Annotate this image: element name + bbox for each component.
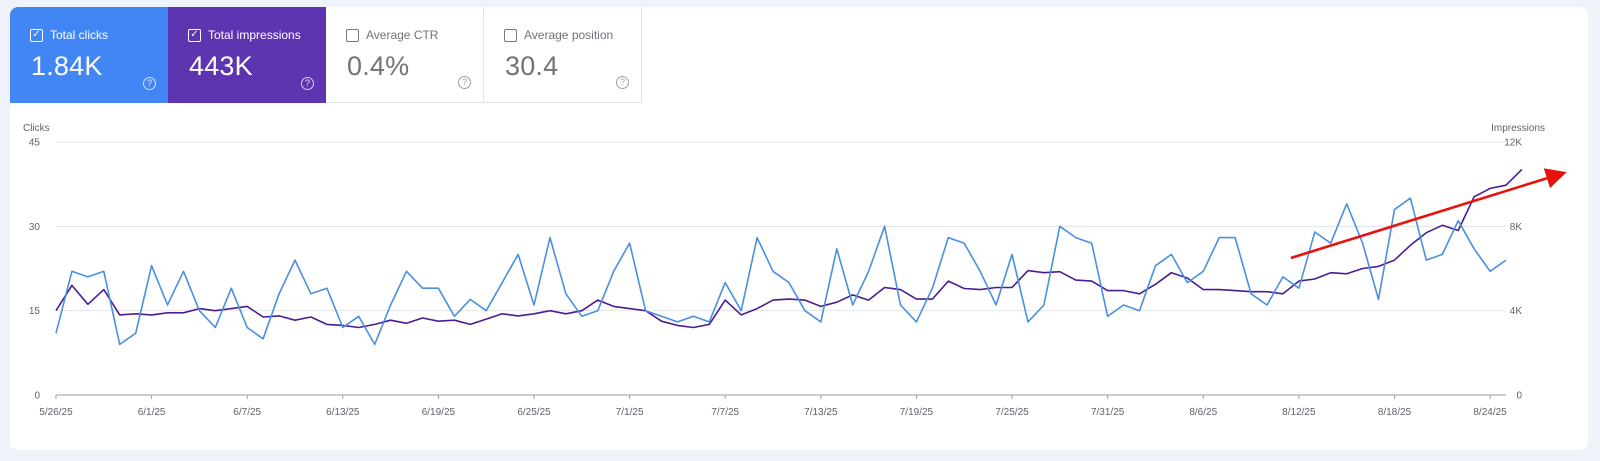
x-tick-label: 6/7/25 [233,407,261,418]
performance-panel: ✓ Total clicks 1.84K ? ✓ Total impressio… [10,7,1588,450]
right-tick-label: 0 [1516,391,1522,402]
x-tick-label: 7/7/25 [711,407,739,418]
x-tick-label: 8/6/25 [1189,407,1217,418]
metric-label: Total clicks [50,28,109,42]
metric-value: 0.4% [347,51,410,81]
left-tick-label: 0 [34,391,40,402]
help-icon[interactable]: ? [458,76,471,89]
right-tick-label: 8K [1510,222,1523,233]
left-tick-label: 45 [29,138,41,149]
metric-value: 30.4 [505,51,559,81]
checkbox-unchecked-icon[interactable] [346,28,359,42]
x-tick-label: 7/1/25 [616,407,644,418]
metric-card-average-position[interactable]: Average position 30.4 ? [484,7,642,103]
x-tick-label: 6/25/25 [517,407,551,418]
help-icon[interactable]: ? [143,77,156,90]
help-icon[interactable]: ? [301,77,314,90]
metric-card-total-impressions[interactable]: ✓ Total impressions 443K ? [168,7,326,103]
trend-arrow-annotation [1290,168,1567,260]
x-tick-label: 8/18/25 [1378,407,1412,418]
right-tick-label: 12K [1504,138,1522,149]
metric-label: Average position [524,28,614,42]
x-tick-label: 6/1/25 [138,407,166,418]
x-tick-label: 7/13/25 [804,407,838,418]
left-axis-title: Clicks [23,123,50,134]
metric-label: Total impressions [208,28,301,42]
x-tick-label: 8/12/25 [1282,407,1316,418]
left-tick-label: 15 [29,306,41,317]
metric-label: Average CTR [366,28,439,42]
checkbox-checked-icon[interactable]: ✓ [188,28,201,42]
x-tick-label: 7/25/25 [995,407,1029,418]
x-tick-label: 7/31/25 [1091,407,1125,418]
left-tick-label: 30 [29,222,41,233]
right-axis-title: Impressions [1491,123,1545,134]
metric-value: 443K [189,51,253,81]
x-tick-label: 5/26/25 [39,407,73,418]
metric-card-average-ctr[interactable]: Average CTR 0.4% ? [326,7,484,103]
metric-card-total-clicks[interactable]: ✓ Total clicks 1.84K ? [10,7,168,103]
checkbox-unchecked-icon[interactable] [504,28,517,42]
x-tick-label: 7/19/25 [900,407,934,418]
series-line-total-impressions [55,168,1523,329]
right-tick-label: 4K [1510,306,1523,317]
x-tick-label: 6/19/25 [422,407,456,418]
metric-value: 1.84K [31,51,103,81]
metric-cards: ✓ Total clicks 1.84K ? ✓ Total impressio… [10,7,642,103]
checkbox-checked-icon[interactable]: ✓ [30,28,43,42]
help-icon[interactable]: ? [616,76,629,89]
x-tick-label: 6/13/25 [326,407,360,418]
performance-chart: 0 15 30 45 0 4K 8K 12K Clicks Impressions 5/26/25 6… [23,123,1567,418]
series-line-total-clicks [55,197,1507,346]
x-tick-label: 8/24/25 [1473,407,1507,418]
